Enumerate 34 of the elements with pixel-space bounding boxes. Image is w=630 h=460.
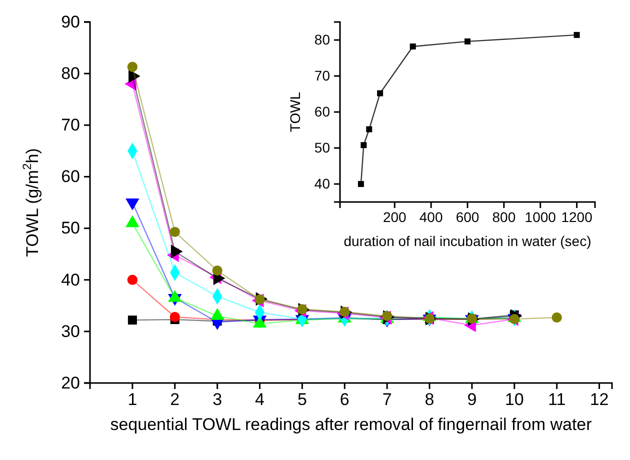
- x-tick-label: 6: [340, 390, 350, 410]
- x-tick-label: 1: [128, 390, 138, 410]
- y-tick-label: 90: [61, 12, 80, 32]
- x-tick-label: 1200: [561, 208, 593, 225]
- x-tick-label: 2: [170, 390, 180, 410]
- y-tick-label: 80: [314, 31, 330, 48]
- x-tick-label: 3: [212, 390, 222, 410]
- x-tick-label: 800: [492, 208, 516, 225]
- x-axis-title: sequential TOWL readings after removal of fingernail from water: [110, 415, 592, 434]
- x-tick-label: 600: [456, 208, 480, 225]
- x-tick-label: 4: [255, 390, 264, 410]
- y-tick-label: 80: [61, 64, 80, 84]
- y-tick-label: 40: [314, 175, 330, 192]
- x-tick-label: 1000: [524, 208, 556, 225]
- x-tick-label: 5: [297, 390, 307, 410]
- y-axis-title: TOWL: [287, 92, 303, 132]
- x-tick-label: 11: [548, 390, 566, 410]
- y-tick-label: 50: [314, 139, 330, 156]
- y-tick-label: 20: [61, 373, 80, 392]
- y-tick-label: 70: [314, 67, 330, 84]
- y-tick-label: 30: [61, 322, 80, 341]
- x-tick-label: 7: [382, 390, 392, 410]
- x-tick-label: 400: [419, 208, 443, 225]
- x-axis-title: duration of nail incubation in water (sec): [344, 233, 592, 249]
- x-tick-label: 10: [504, 390, 524, 410]
- y-tick-label: 60: [61, 167, 80, 186]
- x-tick-label: 9: [467, 390, 477, 410]
- x-tick-label: 200: [382, 208, 407, 225]
- y-tick-label: 50: [61, 218, 80, 238]
- x-tick-label: 8: [424, 390, 434, 410]
- y-tick-label: 70: [61, 116, 80, 135]
- y-tick-label: 60: [314, 103, 330, 120]
- y-tick-label: 40: [61, 270, 80, 290]
- x-tick-label: 12: [590, 390, 609, 410]
